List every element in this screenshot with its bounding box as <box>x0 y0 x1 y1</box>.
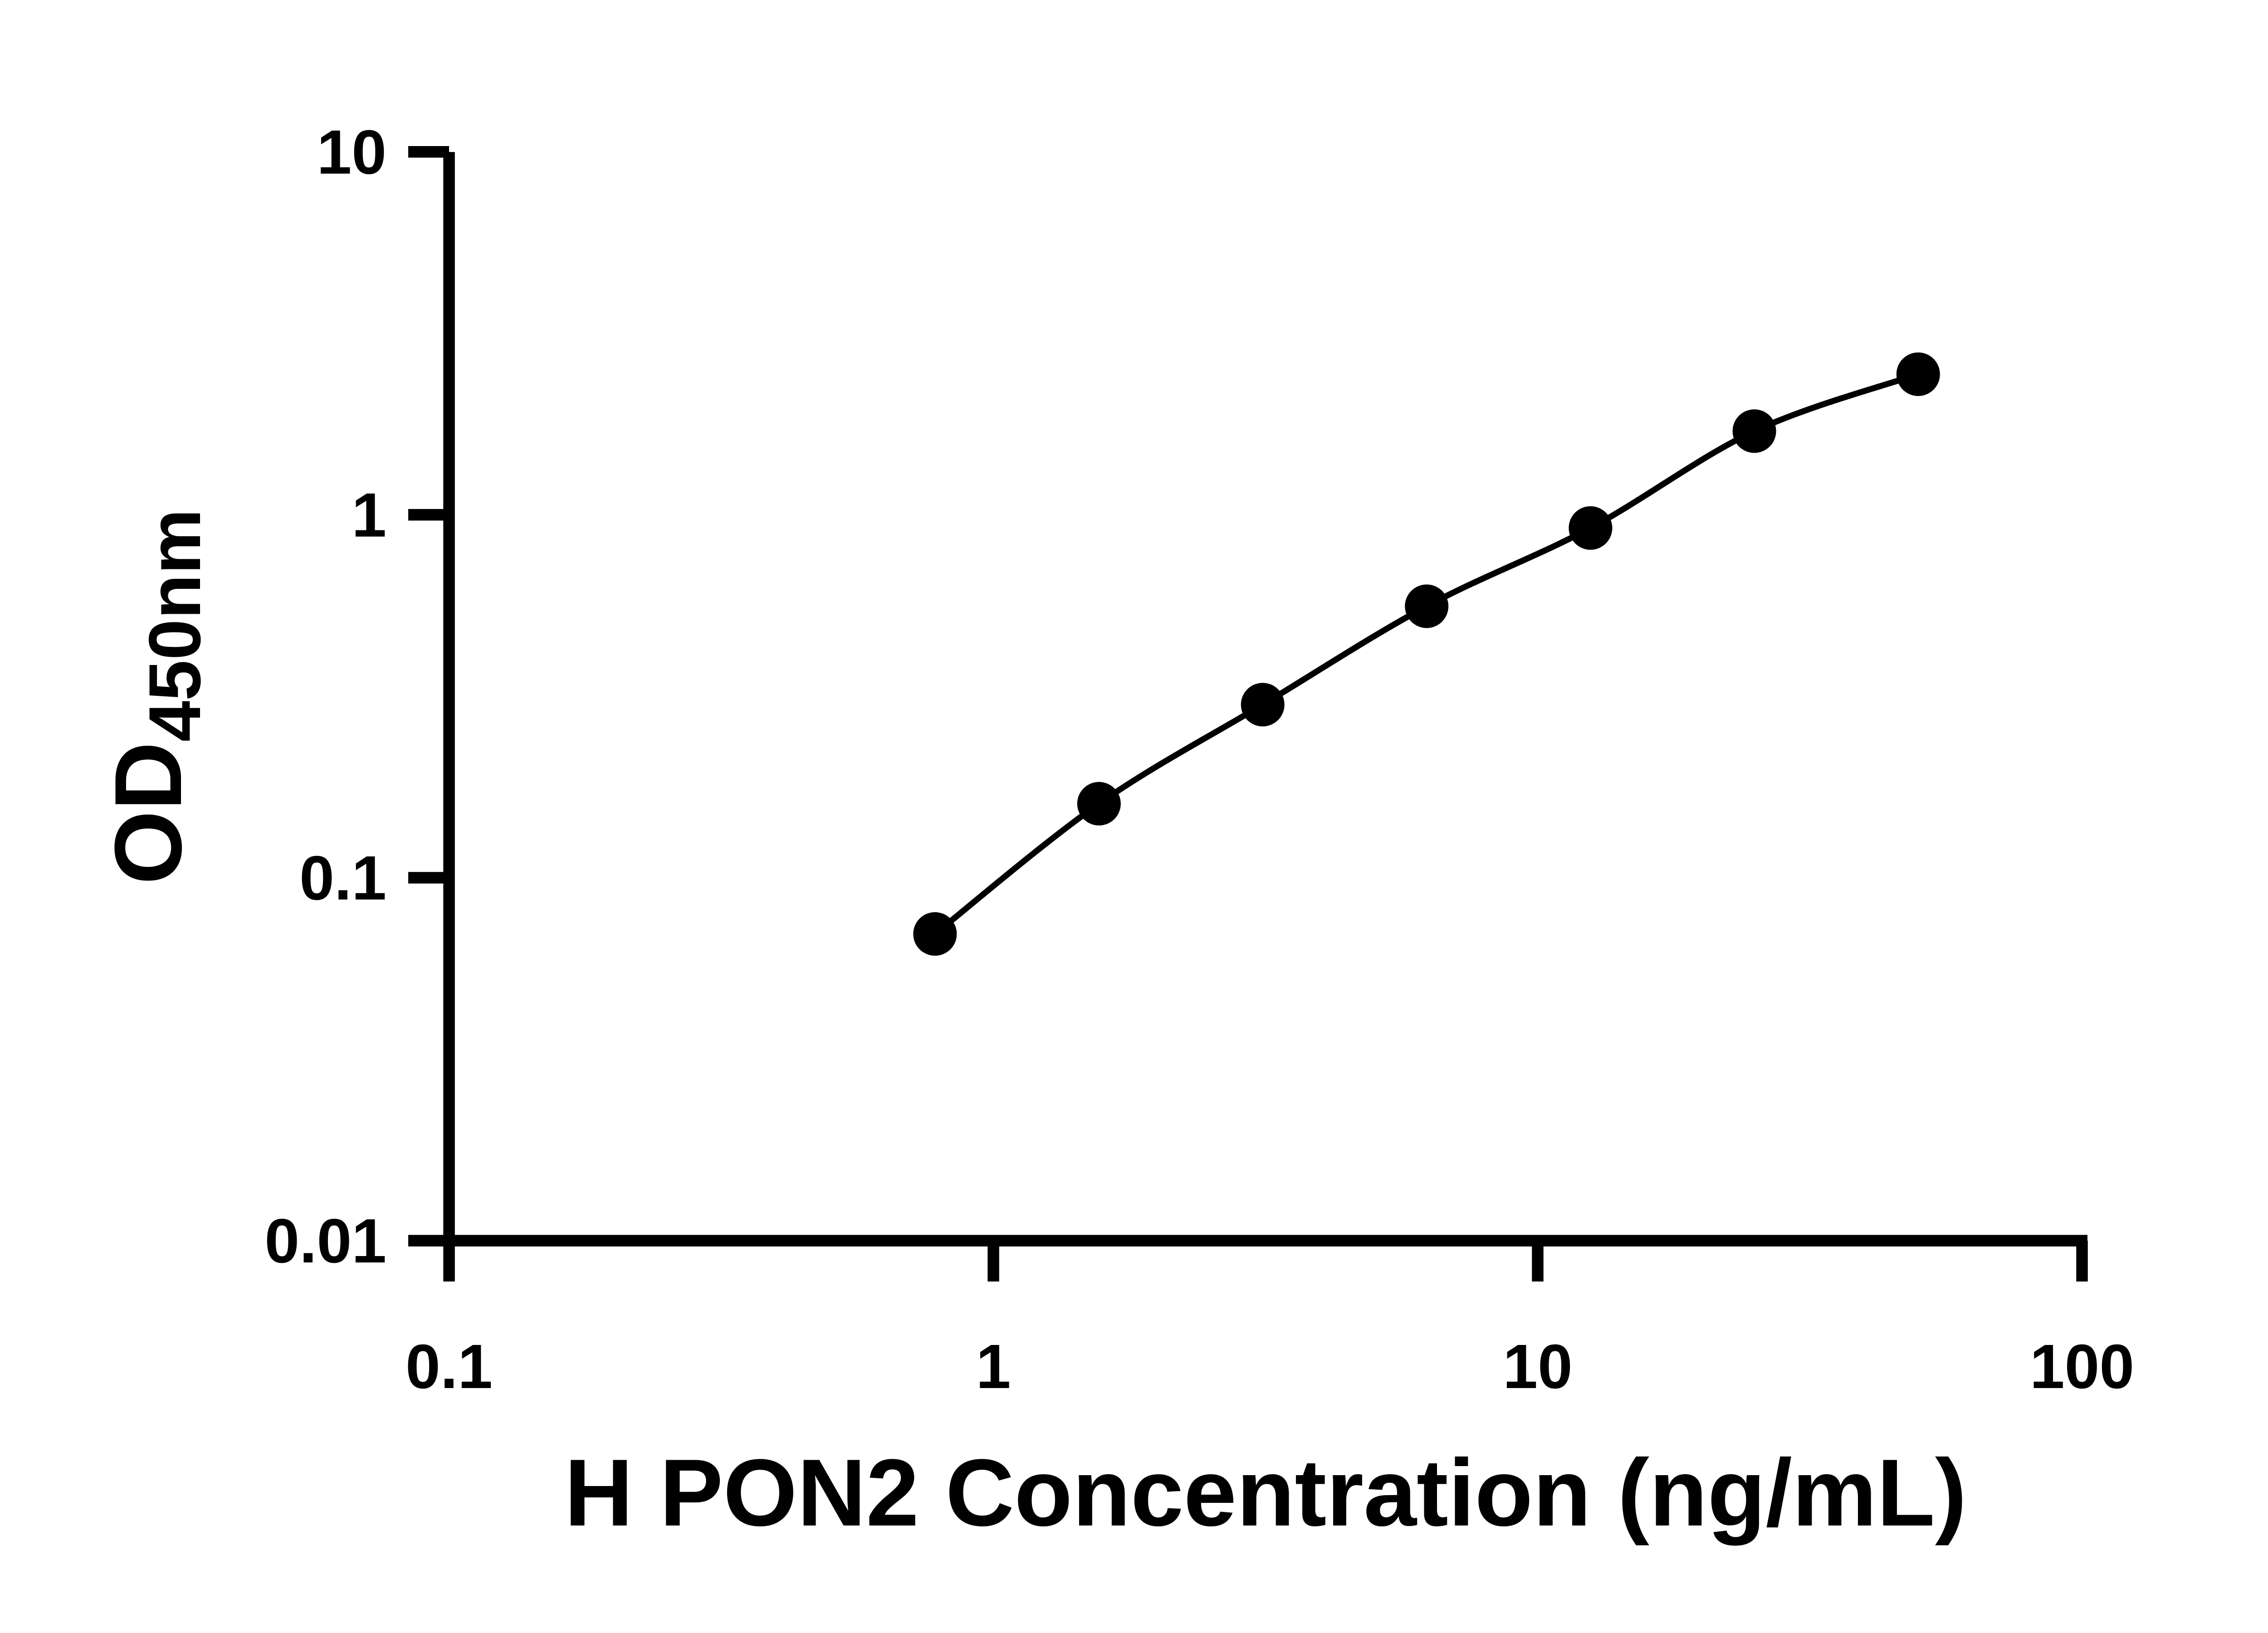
data-point-6.25 <box>1405 584 1449 628</box>
y-tick-label-group: 0.01 0.1 1 10 <box>264 117 386 1276</box>
x-tick-label-100: 100 <box>2030 1332 2134 1402</box>
x-axis: 0.1 1 10 100 <box>406 1235 2134 1402</box>
data-point-25 <box>1732 409 1776 453</box>
y-tick-label-0.1: 0.1 <box>299 843 386 913</box>
x-tick-label-0.1: 0.1 <box>406 1332 493 1402</box>
y-axis: 0.01 0.1 1 10 <box>264 117 455 1276</box>
y-axis-title: OD450nm <box>95 509 216 885</box>
x-tick-label-1: 1 <box>976 1332 1011 1402</box>
x-tick-label-10: 10 <box>1503 1332 1572 1402</box>
data-point-3.125 <box>1241 683 1285 727</box>
data-point-1.563 <box>1077 782 1121 826</box>
data-point-12.5 <box>1569 506 1613 550</box>
x-axis-title: H PON2 Concentration (ng/mL) <box>564 1439 1967 1546</box>
x-tick-label-group: 0.1 1 10 100 <box>406 1332 2134 1402</box>
y-axis-title-subscript: 450nm <box>134 509 216 742</box>
data-point-group <box>913 352 1940 956</box>
x-tick-group <box>443 1241 2088 1282</box>
y-tick-label-10: 10 <box>317 117 387 187</box>
y-tick-group <box>408 146 449 1247</box>
y-tick-label-1: 1 <box>352 480 386 550</box>
data-point-0.781 <box>913 912 957 956</box>
y-axis-title-main: OD <box>95 742 201 885</box>
y-tick-label-0.01: 0.01 <box>264 1206 386 1276</box>
standard-curve-line <box>932 371 1921 937</box>
data-point-50 <box>1896 352 1940 396</box>
